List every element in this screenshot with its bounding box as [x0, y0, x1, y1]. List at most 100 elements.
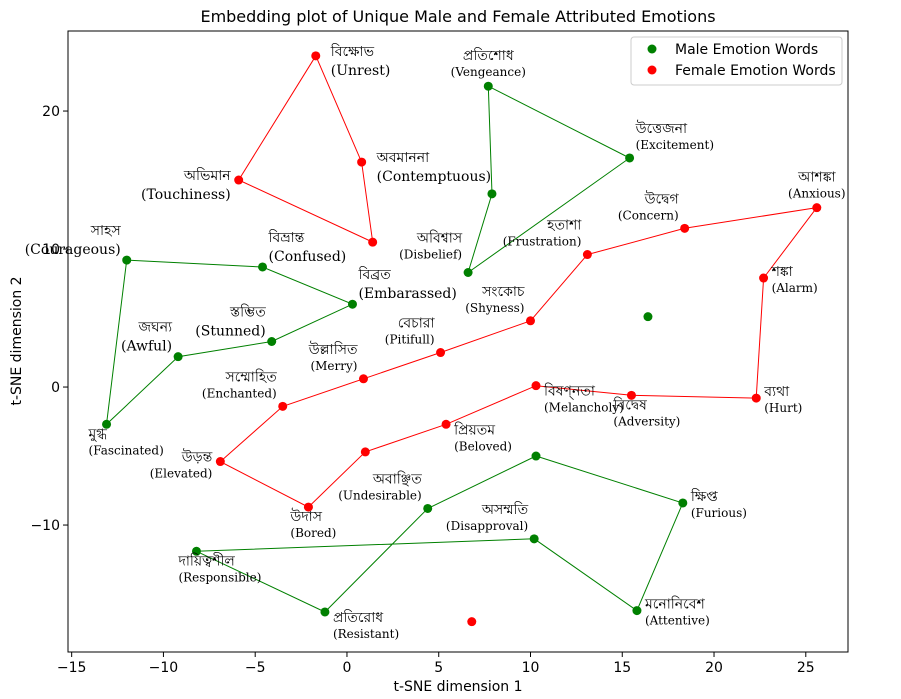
point-label-english: (Alarm)	[772, 281, 818, 295]
point-label-english: (Fascinated)	[89, 443, 164, 457]
legend: Male Emotion Words Female Emotion Words	[630, 36, 843, 86]
point-label-bangla: শঙ্কা	[771, 264, 794, 280]
point-label-english: (Resistant)	[333, 627, 399, 641]
point-label-english: (Anxious)	[788, 187, 845, 201]
point-label-bangla: উল্লাসিত	[308, 341, 358, 358]
male-point	[463, 268, 473, 277]
point-labels: প্রতিশোধ(Vengeance) উত্তেজনা(Excitement) অ…	[25, 43, 846, 641]
female-point	[759, 273, 769, 283]
female-point	[680, 223, 690, 233]
male-point	[173, 352, 183, 362]
point-label-english: (Enchanted)	[202, 386, 277, 400]
point-label-bangla: বিক্ষোভ	[330, 43, 375, 60]
point-label-bangla: ব্যথা	[763, 384, 790, 400]
point-label-bangla: উদ্বেগ	[644, 190, 680, 207]
male-cluster-outline	[196, 455, 684, 613]
x-tick-label: 15	[613, 660, 631, 676]
male-point	[529, 534, 539, 544]
point-label-english: (Frustration)	[503, 235, 582, 249]
point-label-bangla: মনোনিবেশ	[644, 596, 706, 613]
female-point	[215, 457, 225, 467]
point-label-english: (Shyness)	[465, 301, 524, 315]
female-point	[531, 381, 541, 391]
data-points	[102, 51, 822, 627]
point-label-english: (Pitifull)	[385, 333, 435, 347]
point-label-bangla: প্রতিশোধ	[463, 47, 515, 64]
male-point	[122, 255, 132, 265]
female-cluster-outline	[219, 207, 818, 508]
point-label-english: (Excitement)	[636, 138, 714, 152]
point-label-bangla: দায়িত্বশীল	[177, 552, 235, 569]
male-point	[258, 262, 268, 272]
x-tick-label: −10	[149, 660, 179, 676]
point-label-bangla: বিদ্বেষ	[612, 396, 647, 413]
male-point	[632, 606, 642, 616]
point-label-english: (Courageous)	[25, 242, 121, 258]
point-label-english: (Concern)	[618, 208, 679, 222]
x-tick-label: −5	[245, 660, 266, 676]
male-point	[487, 189, 497, 199]
point-label-english: (Furious)	[691, 506, 747, 520]
legend-box	[630, 36, 843, 86]
y-axis-label: t-SNE dimension 2	[9, 276, 25, 405]
point-label-english: (Disapproval)	[446, 519, 528, 533]
point-label-bangla: অবিশ্বাস	[416, 230, 463, 247]
legend-male-marker	[647, 44, 657, 54]
point-label-english: (Contemptuous)	[377, 169, 492, 185]
female-point	[368, 237, 378, 247]
point-label-english: (Undesirable)	[338, 488, 422, 502]
male-point	[531, 451, 541, 461]
female-cluster-outline	[237, 55, 374, 243]
point-label-bangla: উত্তেজনা	[635, 120, 688, 137]
point-label-english: (Stunned)	[195, 324, 265, 340]
female-point	[751, 393, 761, 403]
female-point	[357, 157, 367, 167]
point-label-bangla: অসম্মতি	[481, 501, 529, 518]
point-label-bangla: অবাঞ্ছিত	[372, 470, 422, 487]
point-label-english: (Melancholy)	[544, 401, 624, 415]
y-axis-ticks: −10 0 10 20	[30, 104, 68, 534]
female-point	[525, 316, 535, 326]
female-point	[303, 502, 313, 512]
female-point	[467, 617, 477, 627]
male-point	[320, 607, 330, 617]
point-label-bangla: বিব্রত	[357, 266, 391, 283]
x-axis-label: t-SNE dimension 1	[393, 679, 522, 695]
legend-female-marker	[647, 65, 657, 75]
point-label-bangla: মুগ্ধ	[88, 426, 108, 442]
female-point	[360, 447, 370, 457]
x-tick-label: 25	[797, 660, 815, 676]
point-label-bangla: সাহস	[90, 223, 122, 239]
point-label-english: (Embarassed)	[358, 286, 456, 302]
female-point	[234, 175, 244, 185]
point-label-bangla: উড়ন্ত	[181, 449, 213, 466]
male-point	[678, 498, 688, 508]
female-point	[582, 250, 592, 260]
plot-frame	[67, 30, 849, 653]
y-tick-label: −10	[30, 518, 60, 534]
x-tick-label: 5	[434, 660, 443, 676]
y-tick-label: 10	[42, 242, 60, 258]
male-point	[643, 312, 653, 322]
point-label-bangla: আশঙ্কা	[797, 170, 836, 186]
male-point	[423, 503, 433, 513]
point-label-english: (Beloved)	[454, 439, 512, 453]
point-label-english: (Vengeance)	[451, 65, 526, 79]
male-point	[267, 337, 277, 346]
legend-male-label: Male Emotion Words	[675, 42, 818, 58]
x-tick-label: −15	[57, 660, 87, 676]
point-label-english: (Elevated)	[150, 467, 213, 481]
point-label-bangla: প্রিয়তম	[453, 421, 495, 438]
male-point	[102, 419, 112, 429]
point-label-english: (Responsible)	[178, 570, 261, 584]
point-label-bangla: প্রতিরোধ	[333, 609, 384, 626]
x-tick-label: 0	[343, 660, 352, 676]
point-label-english: (Touchiness)	[141, 187, 231, 203]
y-tick-label: 0	[51, 380, 60, 396]
female-point	[626, 390, 636, 400]
x-axis-ticks: −15 −10 −5 0 5 10 15 20 25	[57, 652, 815, 676]
point-label-bangla: জঘন্য	[138, 320, 174, 336]
point-label-bangla: ক্ষিপ্ত	[690, 488, 718, 505]
point-label-english: (Attentive)	[645, 614, 710, 628]
point-label-english: (Awful)	[121, 339, 172, 355]
